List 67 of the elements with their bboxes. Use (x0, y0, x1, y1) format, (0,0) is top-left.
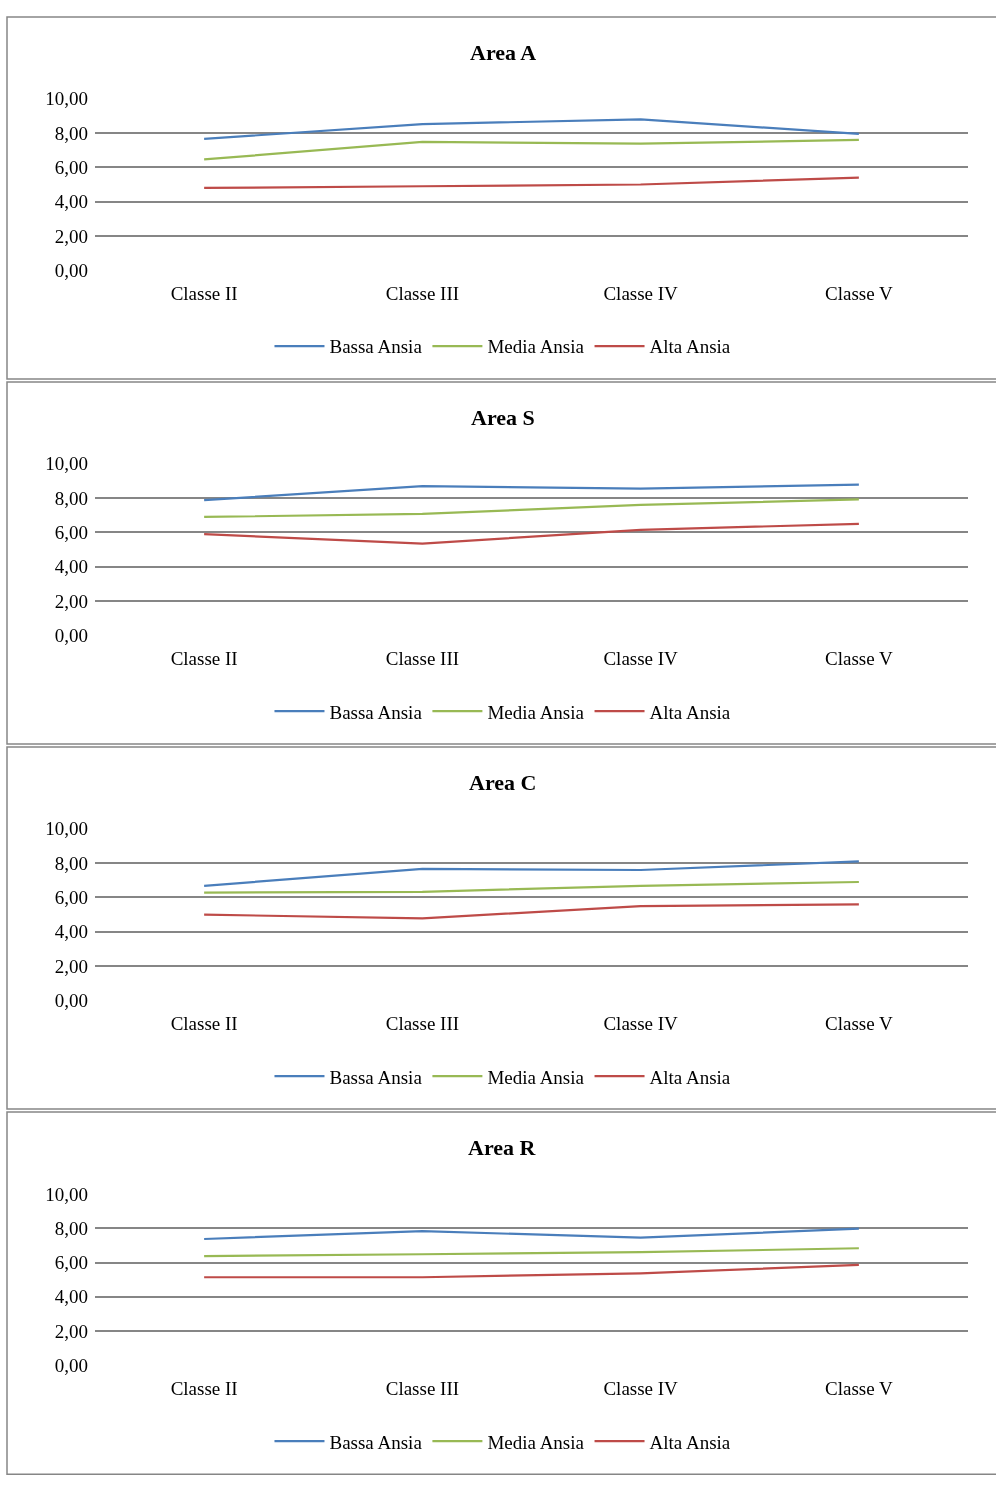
y-tick-label: 0,00 (54, 624, 88, 646)
line-series (203, 1247, 860, 1258)
y-tick-label: 6,00 (54, 1252, 88, 1274)
y-tick-label: 0,00 (54, 259, 88, 281)
x-tick-label: Classe V (825, 648, 894, 670)
y-tick-label: 0,00 (54, 990, 88, 1012)
x-tick-label: Classe IV (603, 648, 679, 670)
x-tick-label: Classe IV (603, 1378, 679, 1400)
chart-title: Area C (469, 770, 537, 795)
y-tick-label: 10,00 (45, 88, 88, 110)
y-tick-label: 8,00 (54, 1217, 88, 1239)
line-series (203, 1227, 860, 1241)
y-tick-label: 4,00 (54, 191, 88, 213)
legend-label: Alta Ansia (649, 336, 731, 358)
legend-label: Media Ansia (487, 336, 585, 358)
y-tick-label: 4,00 (54, 556, 88, 578)
line-series (203, 483, 860, 502)
line-series (203, 176, 860, 190)
y-tick-label: 2,00 (54, 225, 88, 247)
x-tick-label: Classe V (825, 1378, 894, 1400)
y-tick-label: 2,00 (54, 1320, 88, 1342)
legend-label: Media Ansia (487, 1431, 585, 1453)
line-series (203, 903, 860, 920)
line-series (203, 522, 860, 545)
y-tick-label: 0,00 (54, 1355, 88, 1377)
x-tick-label: Classe II (170, 283, 238, 305)
line-series (203, 860, 860, 887)
y-tick-label: 8,00 (54, 122, 88, 144)
x-tick-label: Classe IV (603, 1013, 679, 1035)
chart-title: Area S (471, 405, 535, 430)
legend-label: Alta Ansia (649, 1431, 731, 1453)
legend-label: Bassa Ansia (329, 1431, 423, 1453)
y-tick-label: 10,00 (45, 453, 88, 475)
chart-title: Area A (470, 40, 537, 65)
y-tick-label: 2,00 (54, 955, 88, 977)
legend-label: Media Ansia (487, 1066, 585, 1088)
y-tick-label: 8,00 (54, 487, 88, 509)
legend-label: Bassa Ansia (329, 336, 423, 358)
y-tick-label: 2,00 (54, 590, 88, 612)
x-tick-label: Classe III (385, 1378, 460, 1400)
x-tick-label: Classe IV (603, 283, 679, 305)
x-tick-label: Classe II (170, 1013, 238, 1035)
y-tick-label: 6,00 (54, 157, 88, 179)
line-series (203, 498, 860, 519)
line-series (203, 138, 860, 161)
line-series (203, 118, 860, 140)
x-tick-label: Classe V (825, 1013, 894, 1035)
chart-title: Area R (468, 1135, 537, 1160)
x-tick-label: Classe III (385, 648, 460, 670)
y-tick-label: 8,00 (54, 852, 88, 874)
legend-label: Bassa Ansia (329, 1066, 423, 1088)
x-tick-label: Classe V (825, 283, 894, 305)
legend-label: Bassa Ansia (329, 701, 423, 723)
legend-label: Alta Ansia (649, 701, 731, 723)
line-series (203, 880, 860, 894)
x-tick-label: Classe III (385, 283, 460, 305)
x-tick-label: Classe II (170, 648, 238, 670)
x-tick-label: Classe II (170, 1378, 238, 1400)
y-tick-label: 10,00 (45, 1183, 88, 1205)
legend-label: Alta Ansia (649, 1066, 731, 1088)
legend-label: Media Ansia (487, 701, 585, 723)
y-tick-label: 4,00 (54, 921, 88, 943)
y-tick-label: 10,00 (45, 818, 88, 840)
y-tick-label: 4,00 (54, 1286, 88, 1308)
y-tick-label: 6,00 (54, 887, 88, 909)
y-tick-label: 6,00 (54, 522, 88, 544)
x-tick-label: Classe III (385, 1013, 460, 1035)
